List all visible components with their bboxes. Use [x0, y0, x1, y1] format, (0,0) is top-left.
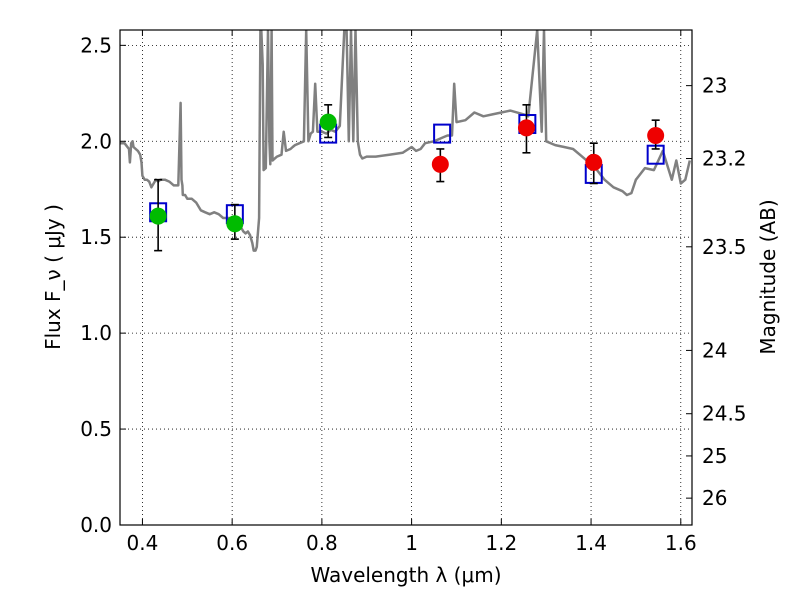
y-tick-label: 2.5: [80, 33, 112, 57]
red-data-point: [517, 119, 535, 137]
y2-tick-label: 24.5: [702, 402, 747, 426]
x-tick-label: 1: [405, 531, 418, 555]
y2-tick-label: 23.5: [702, 235, 747, 259]
y-tick-label: 0.0: [80, 513, 112, 537]
x-tick-label: 0.6: [216, 531, 248, 555]
y-tick-label: 1.0: [80, 321, 112, 345]
green-data-point: [149, 207, 167, 225]
model-photometry-square: [433, 123, 452, 144]
plot-background: [120, 30, 692, 525]
x-tick-label: 0.4: [127, 531, 159, 555]
y2-tick-label: 23.2: [702, 147, 747, 171]
y-tick-label: 1.5: [80, 225, 112, 249]
y-tick-label: 0.5: [80, 417, 112, 441]
y2-tick-label: 26: [702, 486, 727, 510]
x-tick-label: 1.2: [485, 531, 517, 555]
x-axis-title: Wavelength λ (μm): [310, 563, 501, 587]
y-axis-title: Flux F_ν ( μJy ): [41, 204, 65, 350]
y2-tick-label: 23: [702, 74, 727, 98]
green-data-point: [319, 113, 337, 131]
y2-tick-label: 24: [702, 338, 727, 362]
y-tick-label: 2.0: [80, 129, 112, 153]
x-tick-label: 1.6: [665, 531, 697, 555]
series-layer: [120, 30, 692, 252]
model-spectrum-line: [120, 30, 692, 252]
x-tick-label: 1.4: [575, 531, 607, 555]
red-data-point: [585, 153, 603, 171]
red-data-point: [647, 127, 665, 145]
green-data-point: [226, 215, 244, 233]
y2-tick-label: 25: [702, 444, 727, 468]
x-tick-label: 0.8: [306, 531, 338, 555]
marker-layer: [149, 104, 665, 252]
plot-frame: [119, 29, 693, 526]
y2-axis-title: Magnitude (AB): [756, 199, 780, 354]
red-data-point: [431, 155, 449, 173]
tick-layer: 0.4 0.6 0.8 1 1.2 1.4 1.6 0.0 0.5 1.0 1.5 2.0 2.5 23 2…: [80, 30, 747, 555]
